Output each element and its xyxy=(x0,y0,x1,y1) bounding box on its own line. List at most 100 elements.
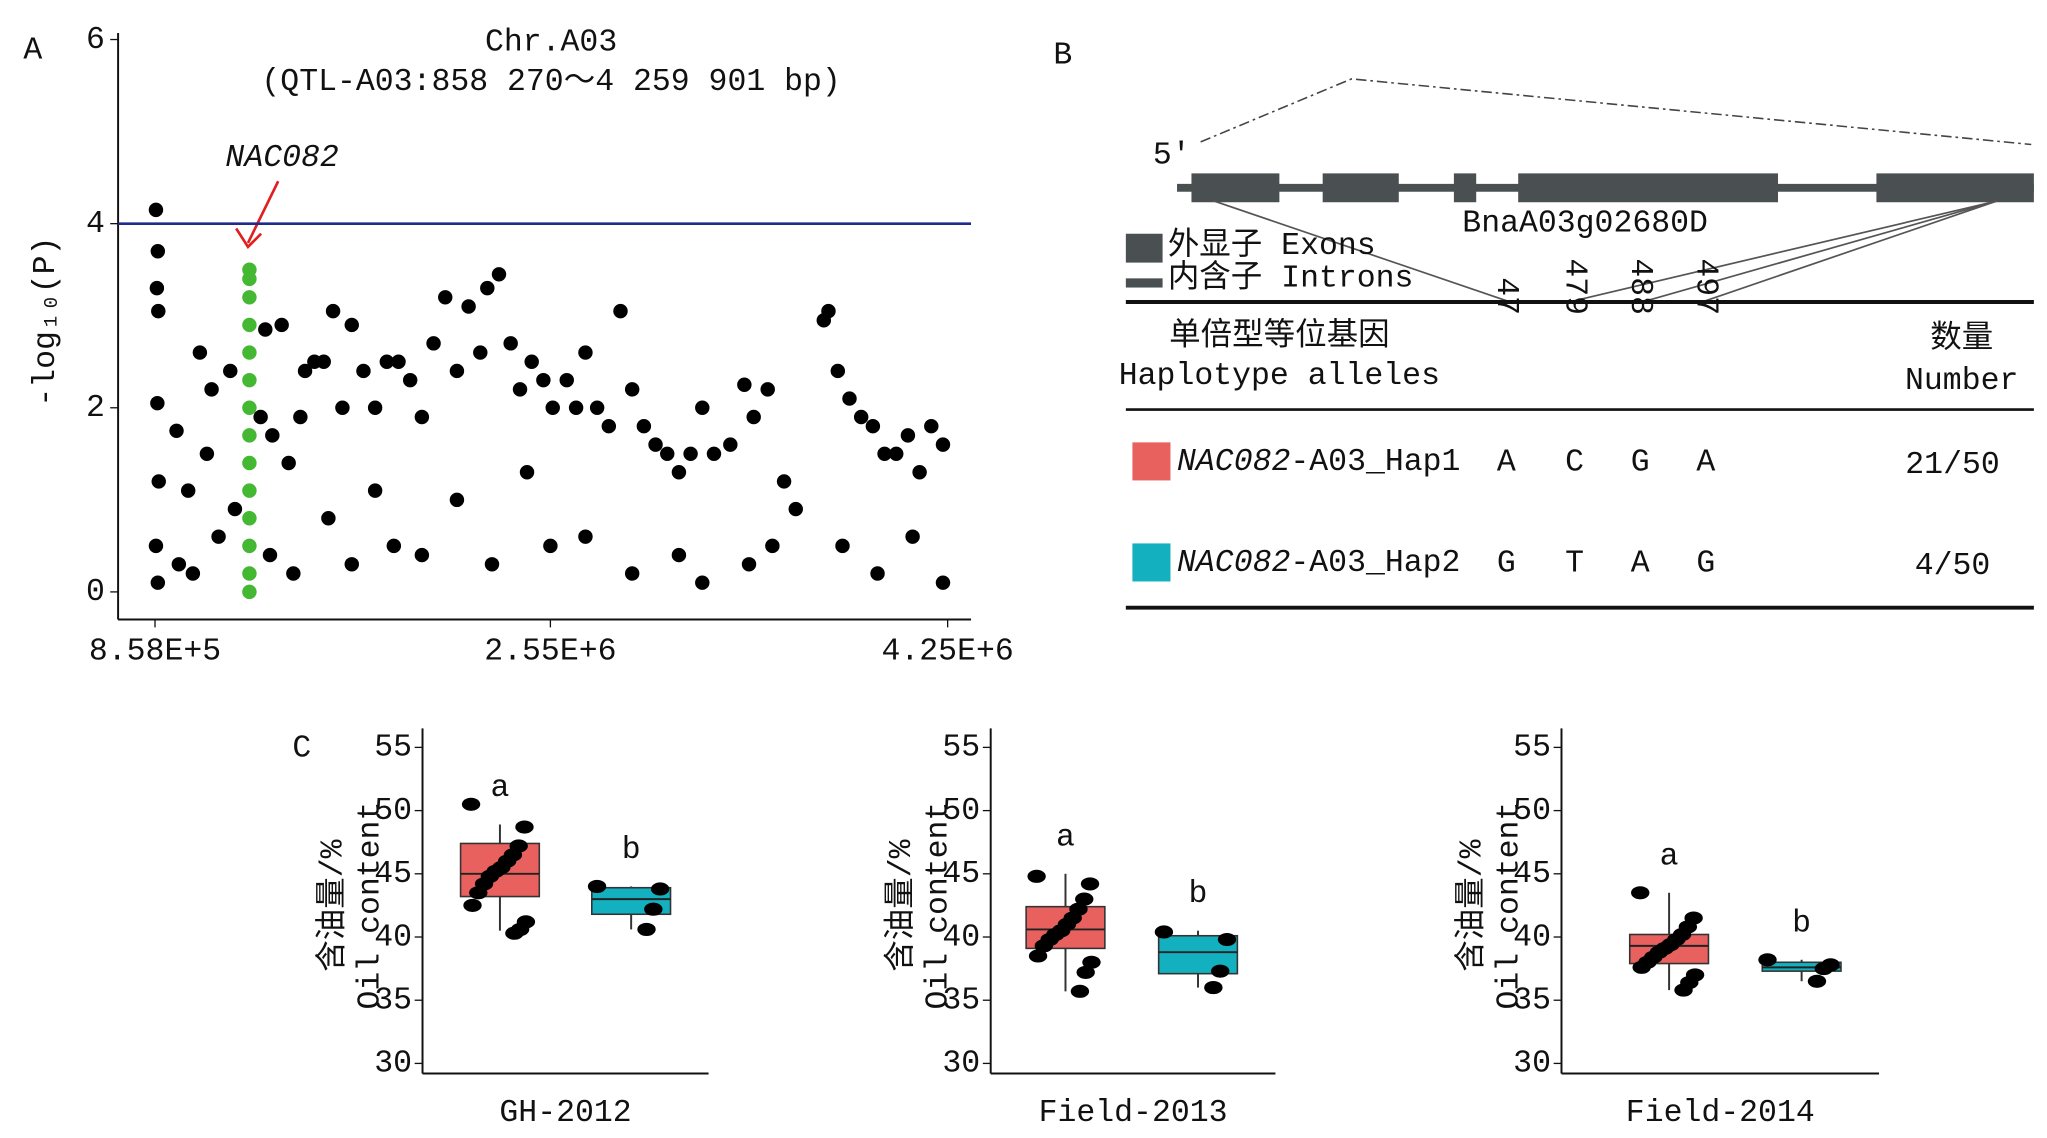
snp-link xyxy=(1705,200,1998,302)
data-point xyxy=(151,303,166,319)
data-point xyxy=(1631,886,1650,900)
data-point xyxy=(737,377,752,392)
data-point xyxy=(293,409,308,425)
y-tick-label: 40 xyxy=(374,920,412,955)
data-point xyxy=(559,372,574,388)
position-header: 479 xyxy=(1556,258,1591,315)
y-tick-label: 45 xyxy=(374,857,412,892)
data-point xyxy=(587,879,607,894)
data-point xyxy=(242,271,257,287)
data-point xyxy=(1034,939,1054,953)
data-point xyxy=(578,345,593,360)
y-axis-label: Oil content xyxy=(353,802,388,1010)
data-point xyxy=(281,455,296,471)
data-point xyxy=(1082,955,1101,969)
exon xyxy=(1518,173,1779,203)
data-point xyxy=(706,446,722,462)
data-point xyxy=(449,492,465,508)
data-point xyxy=(1028,949,1048,963)
table-header: 数量 xyxy=(1930,319,1993,357)
y-tick-label: 30 xyxy=(1513,1047,1551,1082)
data-point xyxy=(1080,877,1100,891)
data-point xyxy=(449,363,465,379)
significance-letter: b xyxy=(1792,906,1811,941)
data-point xyxy=(242,511,257,526)
data-point xyxy=(335,400,350,415)
exons xyxy=(1191,173,2034,203)
data-point xyxy=(151,474,166,489)
data-point xyxy=(519,465,535,480)
table-header: Haplotype alleles xyxy=(1119,359,1440,394)
data-point xyxy=(356,363,371,379)
haplotype-count: 21/50 xyxy=(1905,448,1999,483)
data-point xyxy=(148,538,164,554)
data-point xyxy=(321,511,336,526)
exon xyxy=(1322,173,1399,203)
data-point xyxy=(211,529,226,544)
data-point xyxy=(650,882,670,896)
y-tick-label: 50 xyxy=(942,794,980,829)
y-tick-label: 45 xyxy=(942,857,980,892)
chart-title: Chr.A03 xyxy=(485,25,617,60)
data-point xyxy=(905,529,920,544)
data-point xyxy=(765,538,780,554)
data-point xyxy=(601,418,617,434)
y-tick-label: 30 xyxy=(374,1047,412,1082)
data-point xyxy=(204,382,219,397)
data-point xyxy=(242,428,257,443)
gene-italic: NAC082 xyxy=(1177,546,1290,581)
allele: G xyxy=(1631,445,1650,480)
data-point xyxy=(242,566,257,581)
data-point xyxy=(543,538,558,554)
y-axis-label: 含油量/% xyxy=(314,839,352,971)
y-tick-label: 35 xyxy=(1513,984,1551,1019)
gene-name: BnaA03g02680D xyxy=(1462,207,1708,242)
data-point xyxy=(900,428,916,443)
data-point xyxy=(1027,869,1046,883)
data-point xyxy=(723,437,738,452)
data-point xyxy=(835,538,850,554)
exon xyxy=(1191,173,1280,203)
data-point xyxy=(469,886,488,900)
exon xyxy=(1453,173,1477,203)
y-tick-label: 45 xyxy=(1513,857,1551,892)
data-point xyxy=(788,501,803,517)
haplotype-suffix: -A03_Hap1 xyxy=(1290,445,1460,480)
data-point xyxy=(414,409,430,425)
y-axis-label: -log₁₀(P) xyxy=(29,237,64,407)
y-tick-label: 35 xyxy=(374,984,412,1019)
haplotype-name: NAC082-A03_Hap1 xyxy=(1177,445,1460,480)
data-point xyxy=(515,820,534,834)
data-point xyxy=(1075,892,1094,906)
position-header: 488 xyxy=(1622,258,1657,315)
y-tick-label: 50 xyxy=(374,794,412,829)
data-point xyxy=(316,354,331,369)
allele: G xyxy=(1696,546,1715,581)
haplotype-swatch xyxy=(1132,543,1171,582)
table-header: Number xyxy=(1905,364,2018,399)
allele: G xyxy=(1497,546,1516,581)
data-point xyxy=(148,202,164,218)
table-header: 单倍型等位基因 xyxy=(1169,316,1389,354)
five-prime: 5′ xyxy=(1153,138,1191,173)
data-point xyxy=(150,244,166,259)
data-point xyxy=(870,566,885,581)
data-point xyxy=(242,584,257,600)
data-point xyxy=(1758,953,1777,967)
y-tick-label: 50 xyxy=(1513,794,1551,829)
data-point xyxy=(274,317,289,333)
data-point xyxy=(624,566,640,581)
data-point xyxy=(865,418,881,434)
data-point xyxy=(258,322,273,337)
data-point xyxy=(242,372,257,388)
panel-label: A xyxy=(23,33,42,68)
data-point xyxy=(461,797,481,811)
y-axis-label: 含油量/% xyxy=(1453,839,1491,971)
data-point xyxy=(512,382,528,397)
y-tick-label: 55 xyxy=(374,731,412,766)
data-point xyxy=(223,363,238,379)
data-point xyxy=(545,400,560,415)
data-point xyxy=(578,529,593,544)
data-point xyxy=(741,557,757,572)
snp-links xyxy=(1213,200,1998,302)
